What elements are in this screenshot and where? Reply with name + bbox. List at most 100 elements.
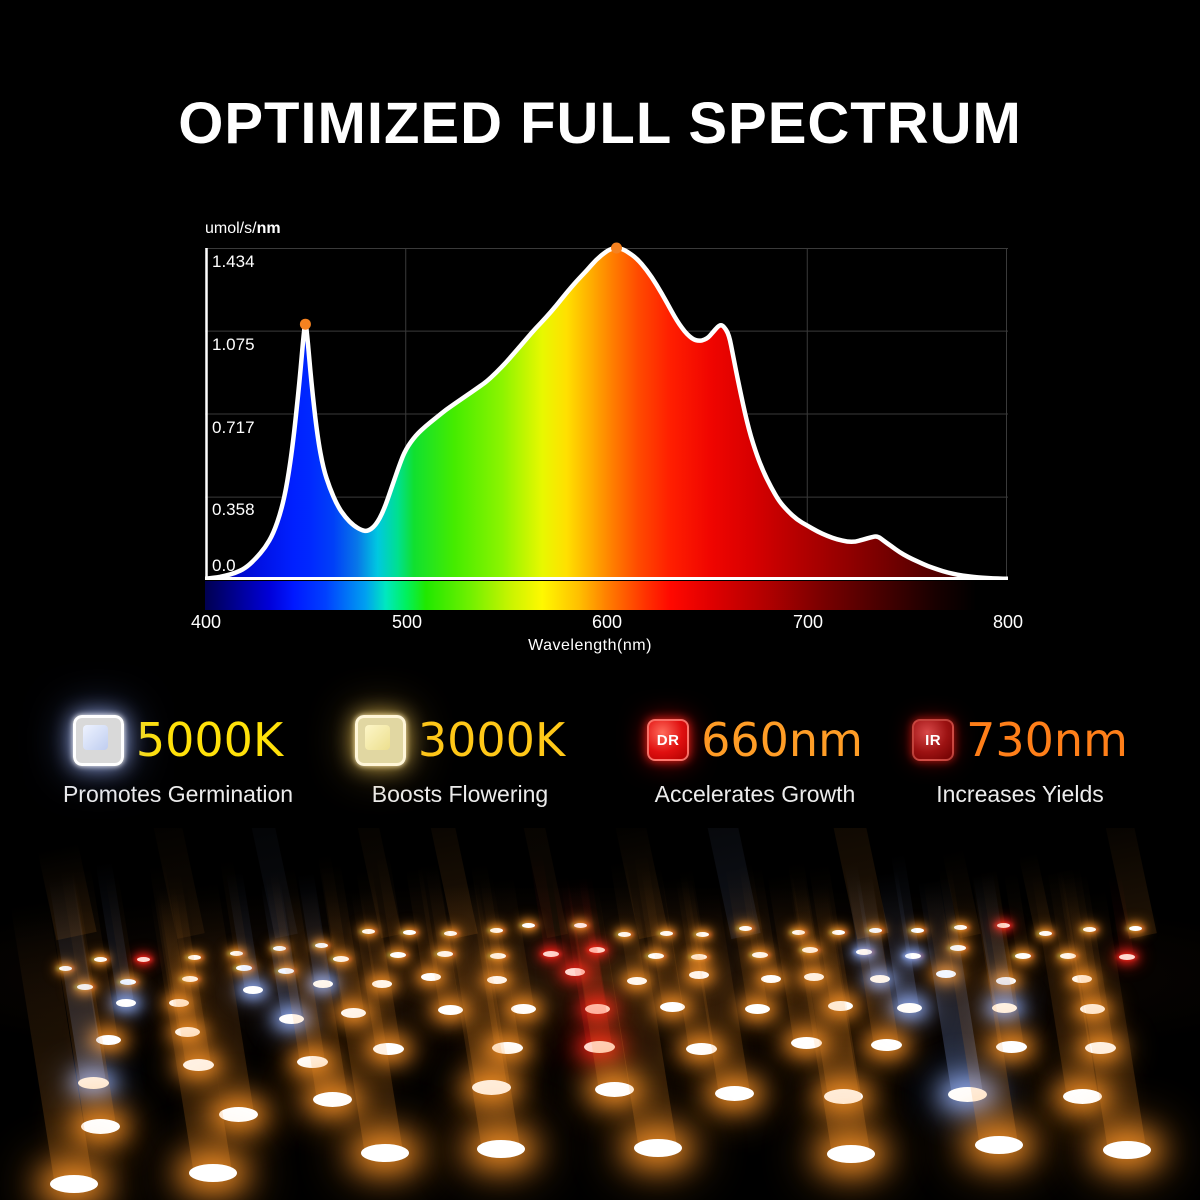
- led-dot: [278, 968, 295, 975]
- y-tick-0358: 0.358: [212, 500, 255, 519]
- led-dot: [871, 1039, 903, 1052]
- led-dot: [49, 1175, 98, 1194]
- led-dot: [332, 955, 349, 962]
- led-dot: [1059, 953, 1076, 960]
- led-dot: [1103, 1140, 1152, 1159]
- led-dot: [573, 922, 587, 928]
- led-dot: [182, 1059, 214, 1072]
- led-dot: [856, 948, 873, 955]
- led-dot: [583, 1040, 615, 1053]
- led-dot: [1083, 926, 1097, 932]
- led-dot: [77, 983, 94, 990]
- infrared-led-icon: IR: [912, 719, 955, 761]
- led-dot: [361, 928, 375, 934]
- led-dot: [689, 971, 710, 980]
- white-led-lens: [82, 724, 108, 750]
- led-dot: [997, 922, 1011, 928]
- led-dot: [115, 999, 136, 1008]
- feature-730nm-label: Increases Yields: [936, 781, 1104, 807]
- spectrum-curve-plot: [202, 238, 1011, 582]
- led-dot: [511, 1004, 537, 1015]
- led-dot: [1079, 1004, 1105, 1015]
- x-axis-label: Wavelength(nm): [528, 637, 652, 654]
- led-dot: [1039, 931, 1053, 937]
- led-dot: [59, 965, 73, 971]
- led-dot: [443, 930, 457, 936]
- y-tick-0717: 0.717: [212, 418, 255, 437]
- led-dot: [242, 986, 263, 995]
- led-dot: [1071, 975, 1092, 984]
- led-dot: [543, 951, 560, 958]
- led-dot: [911, 928, 925, 934]
- led-dot: [588, 946, 605, 953]
- led-dot: [760, 974, 781, 983]
- x-tick-400: 400: [190, 612, 222, 632]
- led-dot: [660, 1001, 686, 1012]
- feature-3000k-label: Boosts Flowering: [371, 781, 549, 807]
- led-dot: [1062, 1089, 1102, 1105]
- led-dot: [896, 1002, 922, 1013]
- led-dot: [120, 979, 137, 986]
- led-dot: [137, 957, 151, 963]
- led-dot: [437, 1004, 463, 1015]
- led-dot: [975, 1136, 1024, 1155]
- feature-730nm-header: IR 730nm: [905, 712, 1135, 768]
- led-dot: [486, 975, 507, 984]
- y-tick-1075: 1.075: [212, 335, 255, 354]
- led-dot: [824, 1088, 864, 1104]
- x-tick-600: 600: [591, 612, 623, 632]
- led-dot: [489, 952, 506, 959]
- feature-730nm-value: 730nm: [966, 713, 1128, 767]
- led-array-photo: [0, 828, 1200, 1200]
- deep-red-led-icon: DR: [647, 719, 690, 761]
- led-dot: [831, 929, 845, 935]
- feature-660nm-header: DR 660nm: [635, 712, 875, 768]
- led-dot: [618, 932, 632, 938]
- led-dot: [1129, 926, 1143, 932]
- led-dot: [685, 1043, 717, 1056]
- led-dot: [313, 1091, 353, 1107]
- led-dot: [372, 979, 393, 988]
- led-dot: [695, 932, 709, 938]
- led-dot: [372, 1042, 404, 1055]
- led-dot: [995, 977, 1016, 986]
- led-dot: [949, 945, 966, 952]
- led-dot: [296, 1055, 328, 1068]
- led-dot: [312, 979, 333, 988]
- y-tick-1434: 1.434: [212, 252, 255, 271]
- y-axis-unit-bold: nm: [256, 220, 281, 237]
- feature-5000k-header: 5000K: [50, 712, 306, 768]
- led-dot: [181, 976, 198, 983]
- feature-660nm-label: Accelerates Growth: [654, 781, 856, 807]
- led-dot: [995, 1041, 1027, 1054]
- led-dot: [1015, 952, 1032, 959]
- led-dot: [491, 1041, 523, 1054]
- led-dot: [660, 930, 674, 936]
- led-dot: [175, 1026, 201, 1037]
- y-tick-0: 0.0: [212, 556, 236, 575]
- led-dot: [521, 922, 535, 928]
- led-dot: [273, 946, 287, 952]
- led-dot: [95, 1035, 121, 1046]
- led-dot: [187, 955, 201, 961]
- led-dot: [904, 952, 921, 959]
- led-dot: [801, 946, 818, 953]
- led-dot: [594, 1082, 634, 1098]
- led-dot: [954, 925, 968, 930]
- wavelength-color-bar: [205, 581, 1008, 610]
- warm-white-led-icon: [354, 714, 406, 766]
- led-dot: [315, 942, 329, 948]
- led-dot: [1085, 1041, 1117, 1054]
- feature-3000k-value: 3000K: [417, 713, 566, 767]
- led-dot: [870, 975, 891, 984]
- led-dot: [648, 953, 664, 960]
- warm-white-led-lens: [364, 724, 390, 750]
- led-dot: [168, 999, 189, 1007]
- feature-5000k: 5000K Promotes Germination: [50, 712, 306, 808]
- led-dot: [1119, 953, 1136, 960]
- led-dot: [188, 1164, 237, 1183]
- led-dot: [828, 1001, 854, 1012]
- led-dot: [715, 1085, 755, 1101]
- led-dot: [403, 930, 417, 935]
- led-dot: [421, 972, 442, 981]
